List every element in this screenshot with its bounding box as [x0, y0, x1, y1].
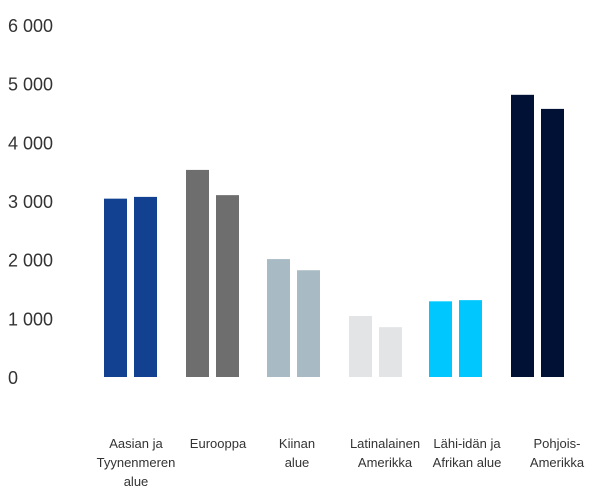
bar: [216, 195, 239, 377]
x-category-label: Latinalainen: [350, 436, 420, 451]
x-category-label: Eurooppa: [190, 436, 247, 451]
x-category-label: Aasian ja: [109, 436, 163, 451]
bar: [379, 327, 402, 377]
bar: [134, 196, 157, 377]
bar: [349, 315, 372, 377]
bar: [186, 169, 209, 377]
x-category-label: Tyynenmeren: [97, 455, 176, 470]
x-axis-labels: Aasian ja Tyynenmeren alue Eurooppa Kiinan al…: [97, 436, 585, 489]
x-category-label: alue: [285, 455, 310, 470]
y-tick-label: 2 000: [8, 251, 53, 271]
y-tick-label: 5 000: [8, 75, 53, 95]
x-category-label: Pohjois-: [534, 436, 581, 451]
x-category-label: Kiinan: [279, 436, 315, 451]
bar: [511, 94, 534, 378]
x-category-label: Lähi-idän ja: [433, 436, 501, 451]
y-tick-label: 4 000: [8, 133, 53, 153]
bar: [104, 198, 127, 377]
bars: [104, 94, 564, 378]
bar: [297, 270, 320, 377]
y-tick-label: 1 000: [8, 309, 53, 329]
y-axis: 0 1 000 2 000 3 000 4 000 5 000 6 000: [8, 16, 53, 388]
y-tick-label: 0: [8, 368, 18, 388]
x-category-label: Amerikka: [358, 455, 413, 470]
x-category-label: alue: [124, 474, 149, 489]
bar: [541, 108, 564, 377]
x-category-label: Amerikka: [530, 455, 585, 470]
y-tick-label: 6 000: [8, 16, 53, 36]
bar: [459, 300, 482, 377]
bar: [429, 301, 452, 377]
x-category-label: Afrikan alue: [433, 455, 502, 470]
bar: [267, 259, 290, 377]
y-tick-label: 3 000: [8, 192, 53, 212]
